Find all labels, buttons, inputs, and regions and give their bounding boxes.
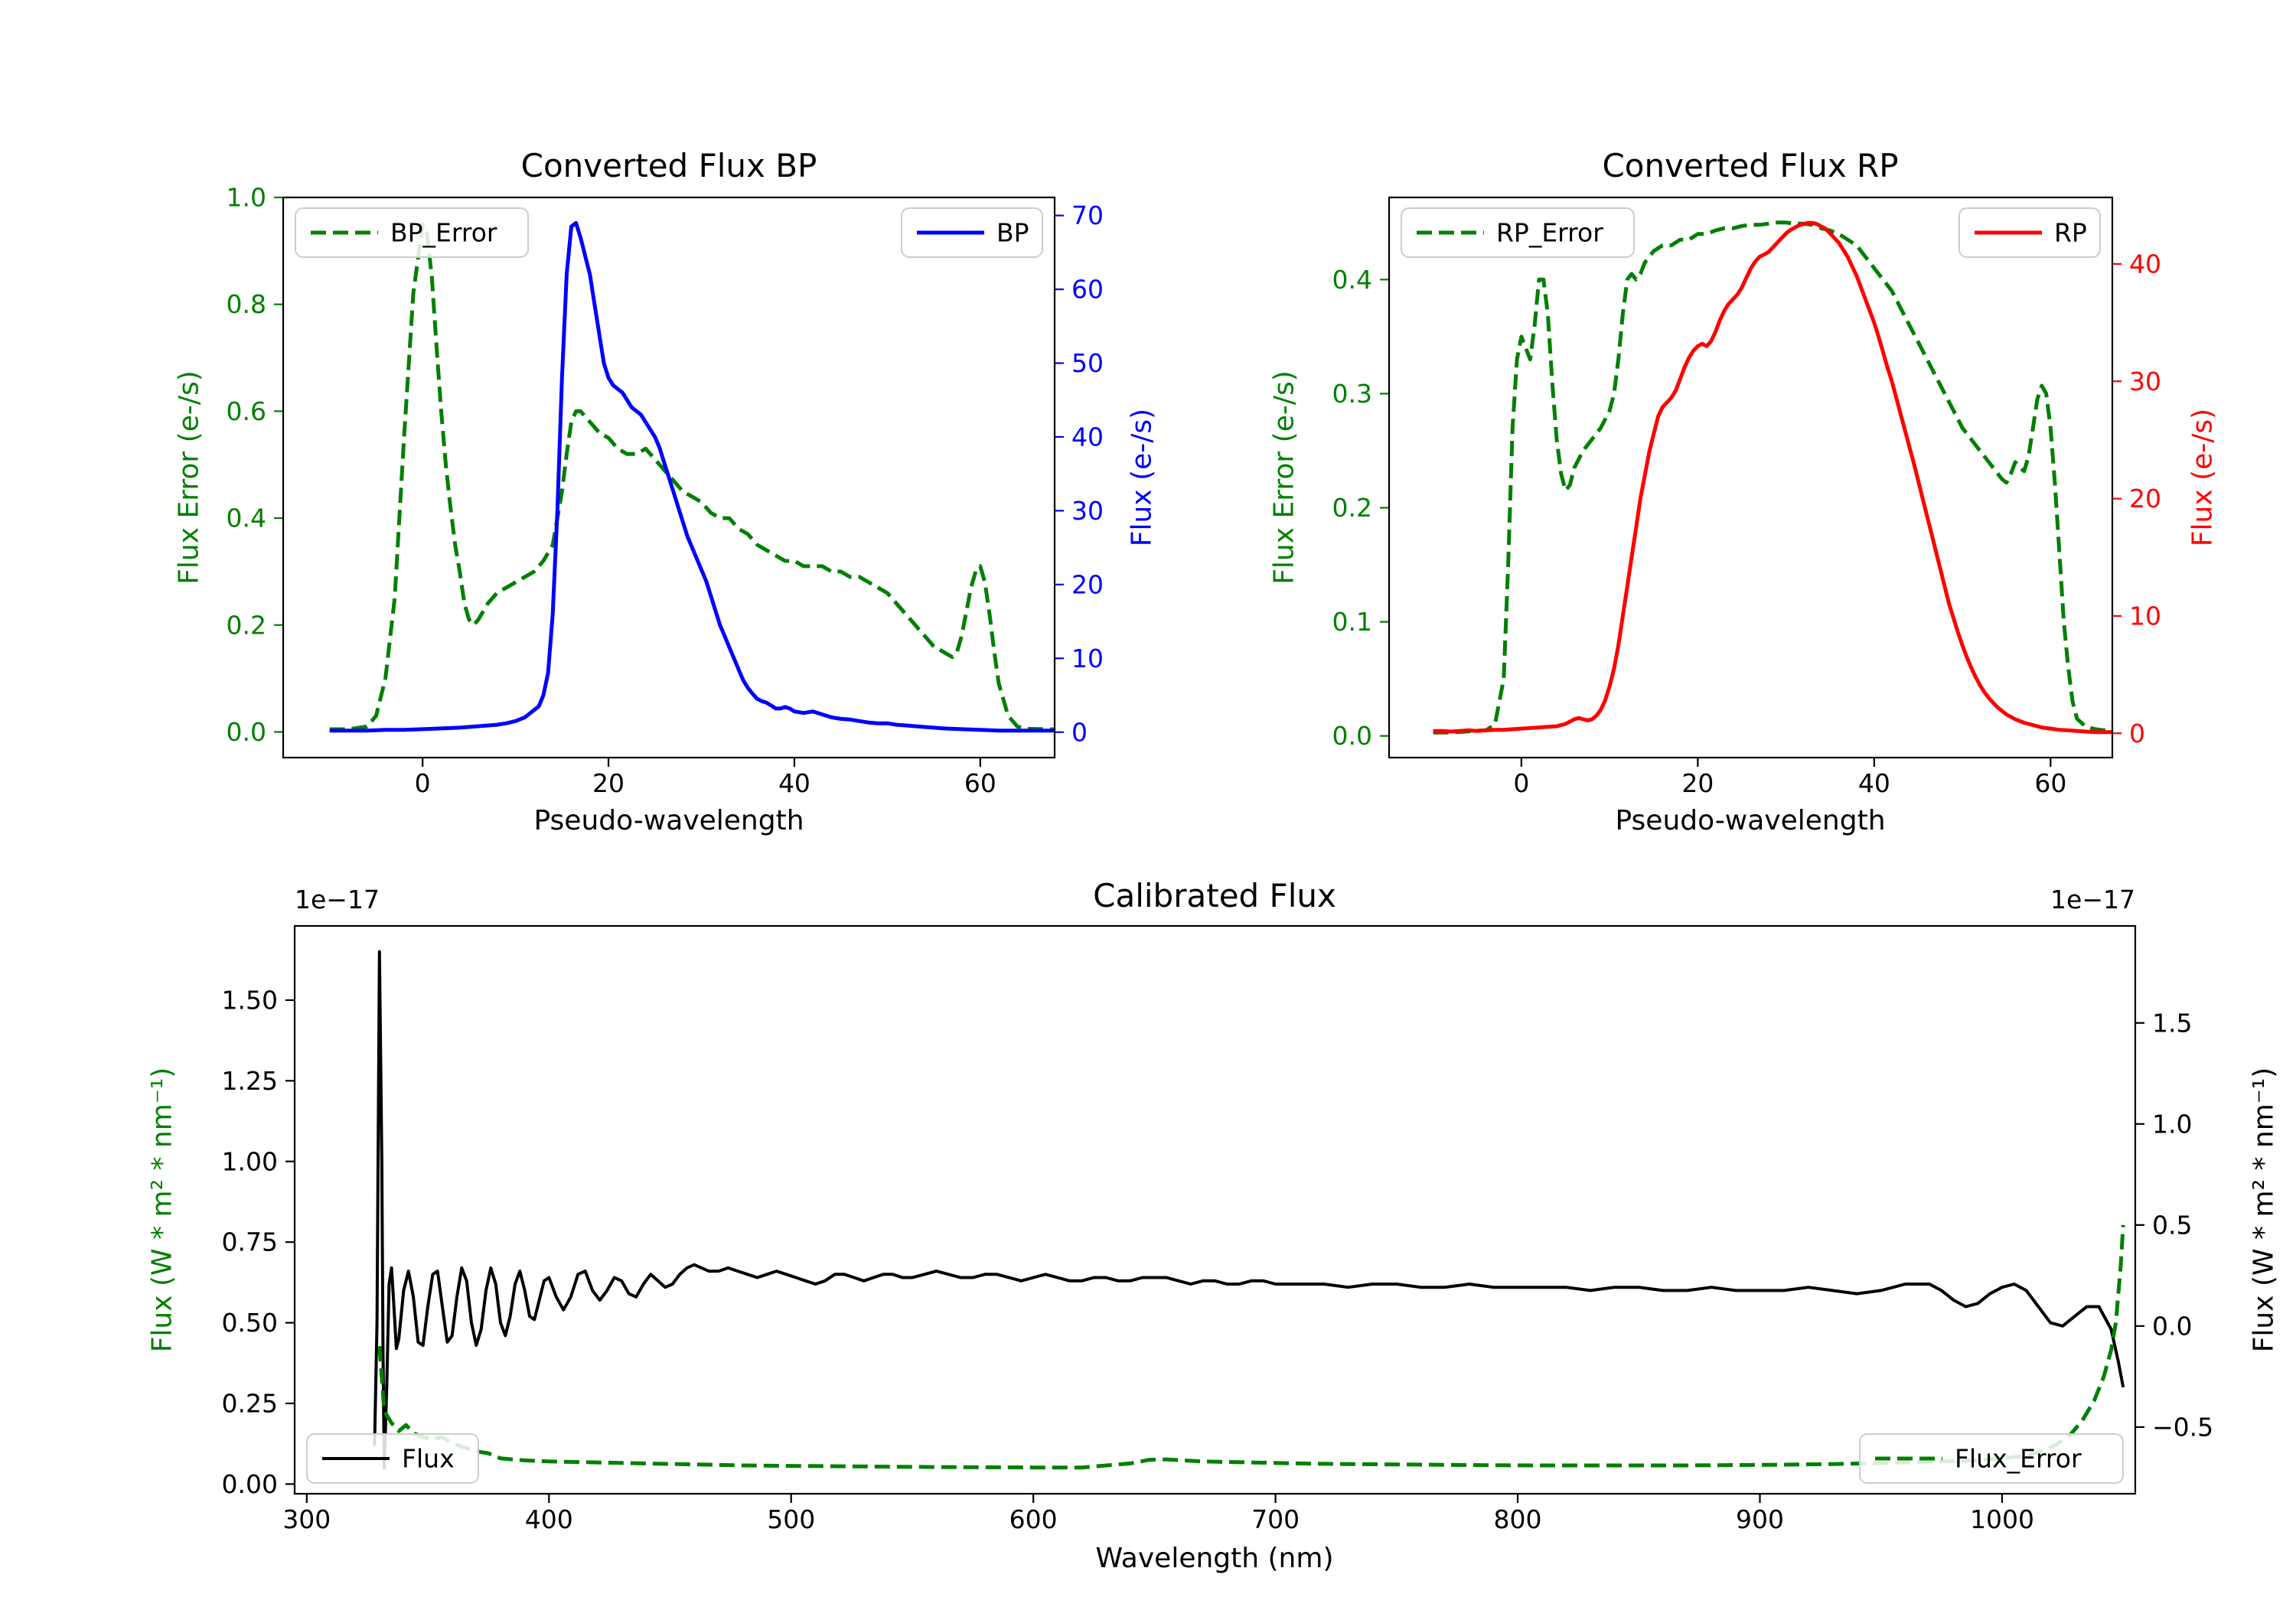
y-tick-label: 20 bbox=[2129, 484, 2161, 513]
y-axis-label-calibrated-left: Flux (W * m² * nm⁻¹) bbox=[146, 1067, 178, 1353]
chart-title-calibrated: Calibrated Flux bbox=[1093, 877, 1336, 914]
y-axis-label-rp-error: Flux Error (e-/s) bbox=[1268, 370, 1300, 585]
y-tick-label: 1.5 bbox=[2152, 1008, 2192, 1038]
x-tick-label: 1000 bbox=[1970, 1504, 2034, 1534]
series-RP bbox=[1433, 220, 2112, 735]
series-BP bbox=[329, 220, 1055, 733]
x-tick-label: 400 bbox=[525, 1504, 573, 1534]
legend-RP: RP bbox=[1958, 207, 2101, 258]
y-tick-label: 0.1 bbox=[1332, 607, 1372, 637]
x-tick-label: 500 bbox=[767, 1504, 815, 1534]
x-tick-label: 40 bbox=[1858, 768, 1890, 798]
y-axis-label-calibrated-right: Flux (W * m² * nm⁻¹) bbox=[2248, 1067, 2280, 1353]
legend-label: Flux_Error bbox=[1955, 1444, 2082, 1474]
x-axis-label-rp: Pseudo-wavelength bbox=[1615, 805, 1886, 836]
y-tick-label: 0.0 bbox=[1332, 721, 1372, 751]
x-axis-label-bp: Pseudo-wavelength bbox=[533, 805, 804, 836]
x-tick-label: 20 bbox=[592, 768, 625, 798]
y-tick-label: 30 bbox=[1071, 496, 1104, 526]
y-axis-label-bp-flux: Flux (e-/s) bbox=[1126, 408, 1158, 547]
y-tick-label: 1.0 bbox=[227, 183, 266, 213]
y-tick-label: 0.0 bbox=[227, 717, 266, 747]
x-tick-label: 60 bbox=[964, 768, 996, 798]
y-tick-label: 0.2 bbox=[227, 610, 266, 640]
y-tick-label: 0.25 bbox=[222, 1389, 278, 1419]
y-axis-label-rp-flux: Flux (e-/s) bbox=[2187, 408, 2219, 547]
y-tick-label: −0.5 bbox=[2152, 1412, 2213, 1442]
legend-BP: BP bbox=[901, 207, 1043, 258]
chart-area-1: 0 20 40 60 0.0 0.1 0.2 0.3 0.4 0 10 20 30 40 RP_Error R… bbox=[1332, 196, 2161, 798]
y-tick-label: 10 bbox=[2129, 601, 2161, 631]
y-tick-label: 30 bbox=[2129, 367, 2161, 396]
x-tick-label: 300 bbox=[282, 1504, 331, 1534]
y-tick-label: 0.8 bbox=[227, 289, 266, 319]
legend-label: RP bbox=[2054, 218, 2087, 248]
y-tick-label: 1.0 bbox=[2152, 1109, 2192, 1139]
series-BP_Error bbox=[329, 222, 1055, 732]
y-tick-label: 20 bbox=[1071, 569, 1104, 599]
offset-text-right: 1e−17 bbox=[2050, 885, 2135, 914]
x-tick-label: 800 bbox=[1494, 1504, 1542, 1534]
y-tick-label: 0.2 bbox=[1332, 493, 1372, 523]
legend-label: Flux bbox=[402, 1444, 455, 1474]
series-RP_Error bbox=[1433, 220, 2112, 735]
y-tick-label: 70 bbox=[1071, 200, 1104, 230]
legend-BP_Error: BP_Error bbox=[295, 207, 529, 258]
plot-border bbox=[282, 196, 1056, 759]
x-tick-label: 40 bbox=[778, 768, 810, 798]
y-tick-label: 0.4 bbox=[227, 504, 266, 533]
y-tick-label: 0.5 bbox=[2152, 1210, 2192, 1240]
chart-area-2: 300 400 500 600 700 800 900 1000 0.00 0.25 0.50 0.7… bbox=[222, 924, 2213, 1534]
x-tick-label: 600 bbox=[1009, 1504, 1058, 1534]
legend-label: BP bbox=[996, 218, 1029, 248]
plot-border bbox=[1388, 196, 2114, 759]
legend-RP_Error: RP_Error bbox=[1401, 207, 1635, 258]
y-tick-label: 50 bbox=[1071, 348, 1104, 378]
y-tick-label: 0.50 bbox=[222, 1308, 278, 1338]
y-tick-label: 10 bbox=[1071, 644, 1104, 673]
y-tick-label: 0.75 bbox=[222, 1227, 278, 1257]
chart-title-bp: Converted Flux BP bbox=[520, 147, 817, 184]
x-tick-label: 0 bbox=[415, 768, 431, 798]
y-tick-label: 40 bbox=[2129, 249, 2161, 279]
x-tick-label: 20 bbox=[1681, 768, 1714, 798]
y-tick-label: 60 bbox=[1071, 275, 1104, 305]
y-tick-label: 0.3 bbox=[1332, 379, 1372, 409]
y-tick-label: 0 bbox=[2129, 719, 2145, 748]
chart-title-rp: Converted Flux RP bbox=[1602, 147, 1899, 184]
x-tick-label: 60 bbox=[2034, 768, 2066, 798]
x-tick-label: 0 bbox=[1513, 768, 1529, 798]
offset-text-left: 1e−17 bbox=[295, 885, 380, 914]
x-axis-label-wavelength: Wavelength (nm) bbox=[1095, 1543, 1334, 1574]
y-tick-label: 1.25 bbox=[222, 1066, 278, 1096]
x-tick-label: 900 bbox=[1736, 1504, 1784, 1534]
y-tick-label: 40 bbox=[1071, 422, 1104, 452]
y-axis-label-bp-error: Flux Error (e-/s) bbox=[173, 370, 205, 585]
y-tick-label: 0 bbox=[1071, 717, 1088, 747]
legend-label: BP_Error bbox=[390, 218, 497, 248]
series-Flux bbox=[373, 950, 2125, 1470]
chart-area-0: 0 20 40 60 0.0 0.2 0.4 0.6 0.8 1.0 0 10 20 30 40 50 60 70… bbox=[227, 183, 1104, 798]
legend-label: RP_Error bbox=[1496, 218, 1603, 248]
y-tick-label: 1.00 bbox=[222, 1146, 278, 1176]
series-Flux_Error bbox=[377, 1224, 2125, 1470]
y-tick-label: 0.00 bbox=[222, 1469, 278, 1499]
y-tick-label: 1.50 bbox=[222, 986, 278, 1015]
y-tick-label: 0.6 bbox=[227, 396, 266, 426]
plot-border bbox=[293, 924, 2137, 1495]
y-tick-label: 0.0 bbox=[2152, 1311, 2192, 1341]
y-tick-label: 0.4 bbox=[1332, 265, 1372, 295]
legend-Flux: Flux bbox=[306, 1433, 479, 1484]
legend-Flux_Error: Flux_Error bbox=[1859, 1433, 2124, 1484]
x-tick-label: 700 bbox=[1251, 1504, 1300, 1534]
